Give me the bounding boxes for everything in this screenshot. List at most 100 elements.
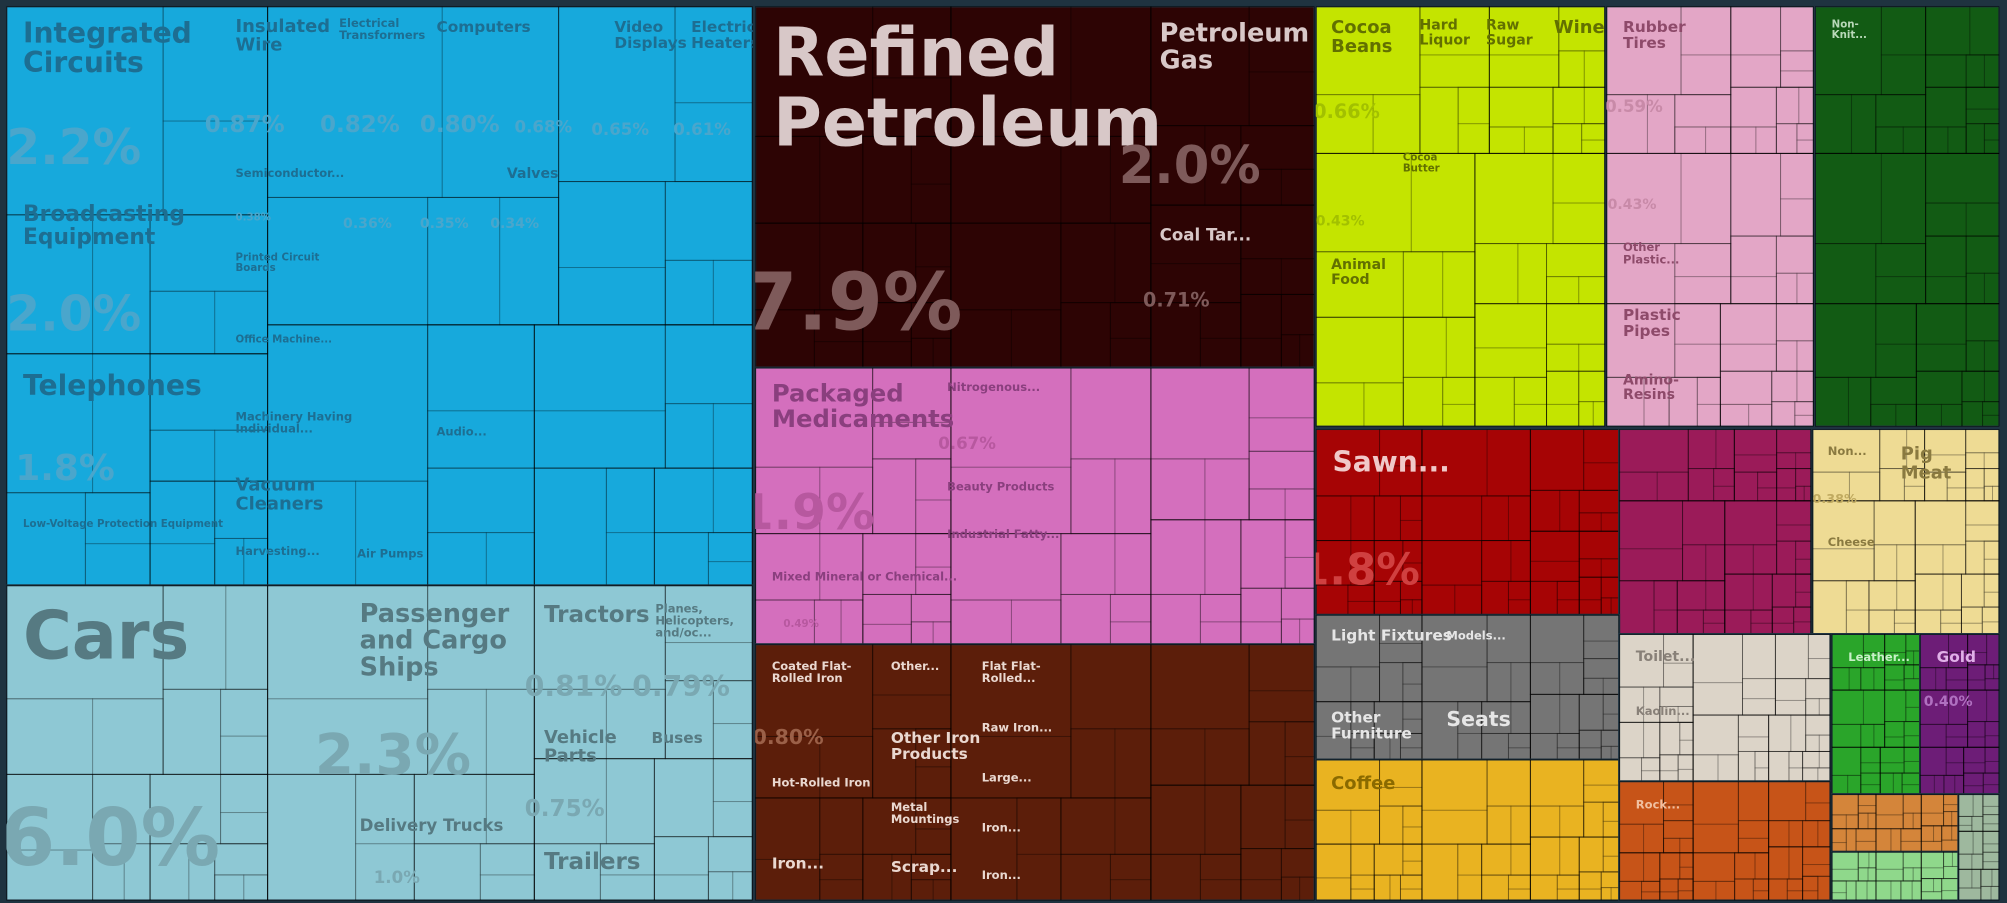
sub-tile <box>1900 880 1913 901</box>
sub-tile <box>1775 303 1814 342</box>
sub-tile <box>1578 530 1620 578</box>
sub-tile <box>872 728 952 799</box>
sub-tile <box>1965 540 2000 575</box>
sub-tile <box>1402 718 1423 735</box>
sub-tile <box>1925 202 2000 237</box>
tile-label: Air Pumps <box>357 546 423 560</box>
sub-tile <box>1692 852 1736 901</box>
sub-tile <box>1070 728 1152 799</box>
sub-tile <box>1802 875 1819 901</box>
sub-tile <box>664 585 753 760</box>
label-line: Helicopters, <box>655 613 734 627</box>
sub-tile <box>1958 830 1984 855</box>
sub-tile <box>1981 606 2000 623</box>
sub-tile <box>1831 880 1877 901</box>
tile-share: 0.38% <box>236 212 272 224</box>
sub-tile <box>813 309 864 343</box>
sub-tile <box>1965 340 1985 372</box>
sub-tile <box>1315 495 1423 542</box>
region <box>1830 793 1960 853</box>
sub-tile <box>712 680 753 725</box>
sub-tile <box>1315 759 1423 901</box>
sub-tile <box>813 599 864 645</box>
label-line: Packaged <box>772 378 904 407</box>
sub-tile <box>1481 495 1531 542</box>
sub-tile <box>755 599 864 645</box>
sub-tile <box>1982 851 2000 870</box>
sub-tile <box>1958 868 1982 901</box>
sub-tile <box>6 585 164 775</box>
sub-tile <box>1919 689 2000 748</box>
sub-tile <box>755 466 821 535</box>
sub-tile <box>1914 500 1967 546</box>
sub-tile <box>1805 802 1831 822</box>
sub-tile <box>1967 721 1986 738</box>
sub-tile <box>220 688 269 737</box>
sub-tile <box>1659 686 1694 723</box>
sub-tile <box>1350 701 1375 735</box>
sub-tile <box>1958 815 1973 826</box>
tile-label: Other Plastic... <box>1623 240 1679 266</box>
sub-tile <box>1866 880 1877 901</box>
sub-tile <box>1919 723 1947 748</box>
tile-label: Low-Voltage Protection Equipment <box>23 518 223 530</box>
sub-tile <box>1780 152 1814 200</box>
sub-tile <box>1967 634 2000 666</box>
label-line: Raw Iron... <box>982 720 1052 734</box>
sub-tile <box>1486 614 1531 703</box>
sub-tile <box>664 324 753 469</box>
sub-tile <box>1775 340 1798 372</box>
tile-share: 1.8% <box>15 448 114 489</box>
tile-label: Other Furniture <box>1331 708 1412 742</box>
tile-share: 1.0% <box>374 868 420 887</box>
sub-tile <box>1280 848 1315 901</box>
label-line: Vacuum <box>236 474 316 495</box>
sub-tile <box>1914 573 1962 611</box>
sub-tile <box>1379 805 1404 845</box>
sub-tile <box>1510 843 1531 876</box>
sub-tile <box>1730 152 1782 237</box>
sub-tile <box>664 585 753 644</box>
sub-tile <box>1768 714 1807 753</box>
sub-tile <box>1578 888 1602 901</box>
sub-tile <box>220 735 269 775</box>
sub-tile <box>1768 820 1790 848</box>
sub-tile <box>1373 580 1401 602</box>
sub-tile <box>1775 123 1798 154</box>
sub-tile <box>1902 851 1922 882</box>
tile-label: Light Fixtures <box>1331 626 1452 644</box>
sub-tile <box>1818 734 1831 753</box>
sub-tile <box>1619 781 1665 825</box>
tile-share: 2.0% <box>6 287 141 343</box>
label-line: Other <box>1623 240 1660 254</box>
sub-tile <box>755 858 821 901</box>
sub-tile <box>1619 823 1645 854</box>
sub-tile <box>1240 519 1286 589</box>
region-group: Packaged Medicaments1.9%Nitrogenous...0.6… <box>755 367 1315 645</box>
sub-tile <box>162 585 269 690</box>
sub-tile <box>1984 721 2000 748</box>
sub-tile <box>1606 6 1814 154</box>
sub-tile <box>1204 728 1250 786</box>
sub-tile <box>950 367 1152 645</box>
sub-tile <box>1768 820 1831 848</box>
sub-tile <box>950 644 1152 901</box>
sub-tile <box>1737 714 1770 738</box>
sub-tile <box>1793 621 1812 635</box>
sub-tile <box>1831 689 1920 748</box>
sub-tile <box>1421 843 1531 901</box>
sub-tile <box>1879 468 1905 502</box>
label-line: Non... <box>1828 443 1867 457</box>
sub-tile <box>225 585 269 690</box>
sub-tile <box>1958 868 1982 889</box>
sub-tile <box>485 688 535 775</box>
sub-tile <box>1982 830 2000 870</box>
sub-tile <box>1884 634 1920 666</box>
sub-tile <box>872 458 917 535</box>
sub-tile <box>1982 794 2000 816</box>
sub-tile <box>267 196 429 326</box>
sub-tile <box>1379 759 1423 788</box>
tile-label: Scrap... <box>891 858 958 876</box>
sub-tile <box>1679 739 1694 756</box>
sub-tile <box>1474 152 1606 305</box>
